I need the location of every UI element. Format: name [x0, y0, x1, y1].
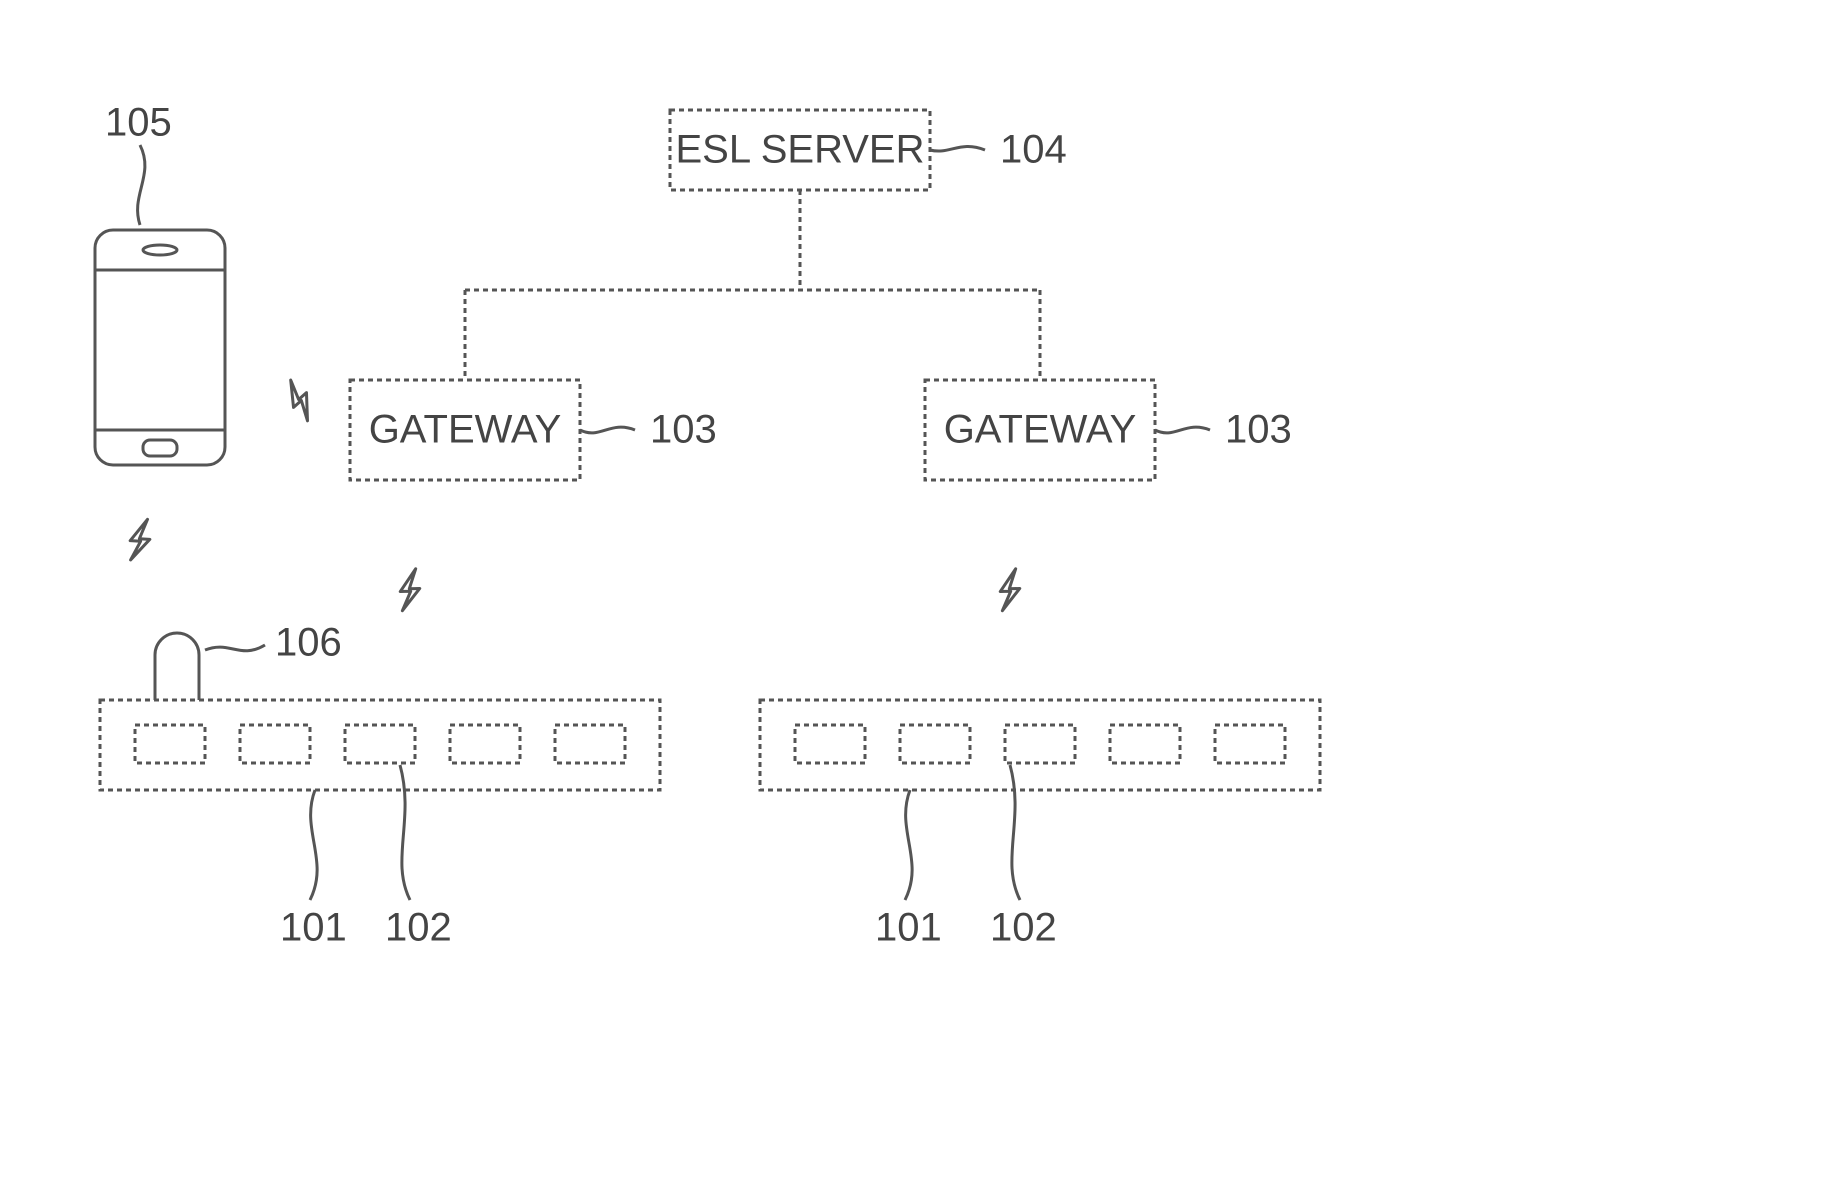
phone-ref: 105 [105, 101, 172, 145]
phone-ref-leader [138, 145, 145, 225]
strip2-bar-ref: 101 [875, 906, 942, 950]
beacon-ref-leader [205, 645, 265, 651]
strip2-bar-ref-leader [905, 790, 912, 900]
bolt-icon [124, 516, 156, 564]
strip2 [760, 700, 1320, 790]
server-label: ESL SERVER [675, 128, 924, 172]
strip1 [100, 700, 660, 790]
strip2-slot-ref: 102 [990, 906, 1057, 950]
bolt-icon [283, 376, 318, 423]
beacon [155, 633, 199, 700]
server-ref-leader [930, 146, 985, 151]
gateway1-ref: 103 [650, 408, 717, 452]
tree-connectors [465, 190, 1040, 380]
gateway2-label: GATEWAY [944, 408, 1137, 452]
strip1-slot-ref: 102 [385, 906, 452, 950]
gateway1-ref-leader [580, 427, 635, 433]
strip1-bar-ref-leader [310, 790, 317, 900]
bolt-icon [996, 566, 1025, 613]
gateway2-ref-leader [1155, 427, 1210, 433]
strip2-slot-ref-leader [1010, 765, 1020, 900]
strip1-slot-ref-leader [400, 765, 410, 900]
bolt-icon [396, 566, 425, 613]
gateway2-ref: 103 [1225, 408, 1292, 452]
server-ref: 104 [1000, 128, 1067, 172]
strip1-bar-ref: 101 [280, 906, 347, 950]
phone [95, 230, 225, 465]
beacon-ref: 106 [275, 621, 342, 665]
gateway1-label: GATEWAY [369, 408, 562, 452]
